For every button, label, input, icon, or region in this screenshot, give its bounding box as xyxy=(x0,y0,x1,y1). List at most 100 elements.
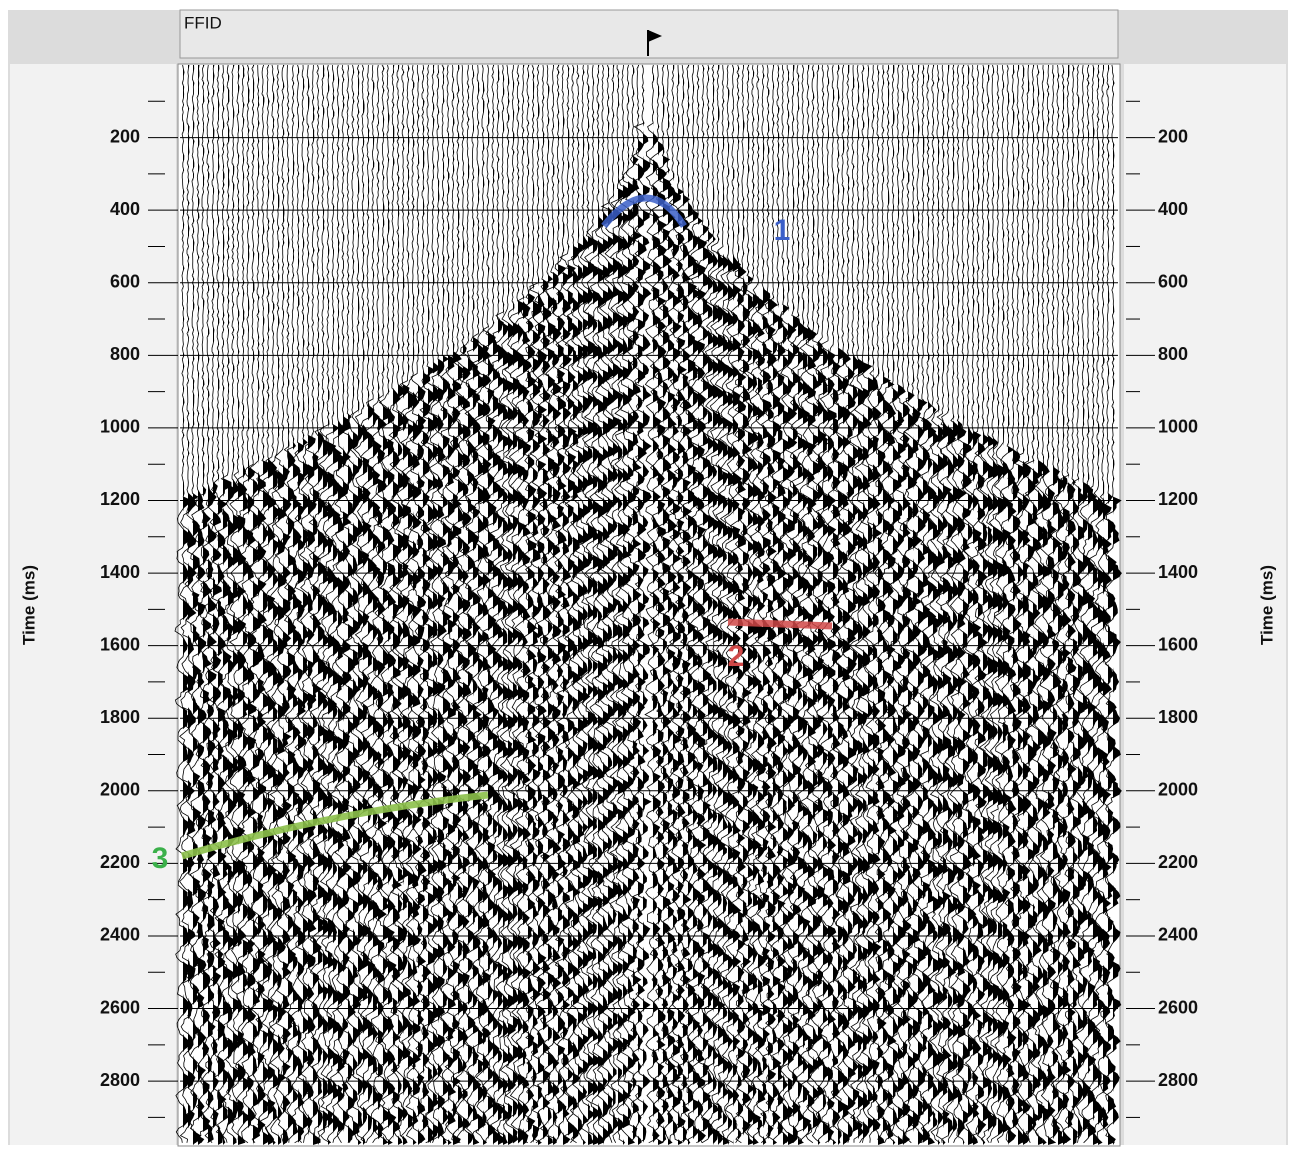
seismic-trace xyxy=(399,64,418,1144)
seismic-trace xyxy=(444,64,462,1143)
seismic-trace xyxy=(384,64,402,1144)
seismic-trace xyxy=(189,64,207,1144)
trace-fill xyxy=(383,65,392,1145)
seismic-trace xyxy=(194,64,213,1143)
seismic-trace xyxy=(369,64,388,1144)
seismic-trace xyxy=(529,64,548,1144)
seismic-trace xyxy=(724,64,743,1144)
trace-fill xyxy=(708,65,716,1145)
seismic-trace xyxy=(378,64,397,1144)
trace-fill xyxy=(428,65,437,1145)
y-tick-label: 2800 xyxy=(100,1070,140,1090)
seismic-trace xyxy=(869,64,887,1143)
seismic-trace xyxy=(809,64,827,1144)
trace-fill xyxy=(888,65,896,1145)
seismic-trace xyxy=(283,64,302,1143)
trace-fill xyxy=(978,65,987,1145)
trace-fill xyxy=(303,65,311,1145)
trace-fill xyxy=(958,65,967,1145)
trace-fill xyxy=(1058,65,1067,1145)
seismic-trace xyxy=(658,65,677,1144)
seismic-trace xyxy=(558,64,577,1143)
trace-fill xyxy=(603,65,612,1145)
trace-fill xyxy=(573,65,582,1145)
seismic-trace xyxy=(743,64,763,1144)
seismic-trace xyxy=(228,65,248,1143)
seismic-trace xyxy=(304,64,323,1143)
seismic-trace xyxy=(313,64,332,1143)
seismic-trace xyxy=(514,64,532,1143)
seismic-trace xyxy=(818,64,837,1144)
seismic-trace xyxy=(483,64,502,1144)
seismic-trace xyxy=(429,65,447,1143)
trace-fill xyxy=(358,65,366,1145)
seismic-trace xyxy=(754,64,773,1143)
trace-fill xyxy=(523,65,532,1145)
trace-fill xyxy=(788,65,797,1145)
y-tick-label-right: 1200 xyxy=(1158,489,1198,509)
trace-fill xyxy=(248,65,257,1145)
seismic-trace xyxy=(469,64,487,1144)
seismic-trace xyxy=(914,64,932,1144)
y-tick-label-right: 1000 xyxy=(1158,417,1198,437)
seismic-trace xyxy=(679,64,697,1144)
trace-fill xyxy=(268,65,277,1145)
y-tick-label-right: 1600 xyxy=(1158,634,1198,654)
trace-fill xyxy=(498,65,506,1145)
seismic-trace xyxy=(564,64,582,1144)
seismic-trace xyxy=(518,64,537,1144)
trace-fill xyxy=(403,65,411,1145)
trace-fill xyxy=(618,65,627,1145)
trace-fill xyxy=(518,65,527,1145)
seismic-trace xyxy=(1094,65,1113,1144)
y-tick-label-right: 2200 xyxy=(1158,852,1198,872)
trace-fill xyxy=(938,65,946,1145)
trace-fill xyxy=(548,65,557,1145)
y-tick-label: 1000 xyxy=(100,417,140,437)
seismic-trace xyxy=(804,64,823,1144)
trace-fill xyxy=(478,65,487,1145)
trace-fill xyxy=(223,65,232,1145)
y-tick-label: 400 xyxy=(110,199,140,219)
seismic-trace xyxy=(828,64,848,1143)
trace-fill xyxy=(323,65,332,1145)
trace-fill xyxy=(1078,65,1087,1145)
y-tick-label-right: 1800 xyxy=(1158,707,1198,727)
seismic-trace xyxy=(689,64,708,1144)
trace-fill xyxy=(803,65,812,1145)
seismic-trace xyxy=(338,64,357,1144)
trace-fill xyxy=(928,65,937,1145)
trace-fill xyxy=(263,65,272,1145)
seismic-trace xyxy=(738,64,757,1144)
trace-fill xyxy=(688,65,697,1145)
seismic-trace xyxy=(933,64,952,1144)
seismic-trace xyxy=(343,64,362,1143)
trace-fill xyxy=(758,65,767,1145)
trace-fill xyxy=(1068,65,1076,1145)
seismic-trace xyxy=(464,65,482,1144)
seismic-trace xyxy=(294,64,312,1144)
seismic-trace xyxy=(949,64,967,1143)
seismic-trace xyxy=(499,64,518,1143)
seismic-trace xyxy=(623,64,643,1144)
trace-fill xyxy=(198,65,207,1145)
trace-fill xyxy=(668,65,677,1145)
seismic-trace xyxy=(334,64,352,1144)
trace-fill xyxy=(1083,65,1092,1145)
trace-fill xyxy=(873,65,882,1145)
annotation-label: 1 xyxy=(774,214,791,247)
trace-fill xyxy=(783,65,791,1145)
seismic-trace xyxy=(263,64,282,1144)
annotation-mark xyxy=(727,618,833,630)
trace-fill xyxy=(483,65,491,1145)
trace-fill xyxy=(1048,65,1057,1145)
y-axis-title-right: Time (ms) xyxy=(1257,565,1276,645)
seismic-trace xyxy=(784,64,802,1144)
seismic-trace xyxy=(919,64,938,1144)
seismic-trace xyxy=(879,64,897,1143)
trace-fill xyxy=(273,65,281,1145)
trace-fill xyxy=(793,65,802,1145)
trace-fill xyxy=(628,65,636,1145)
seismic-trace xyxy=(224,64,242,1143)
